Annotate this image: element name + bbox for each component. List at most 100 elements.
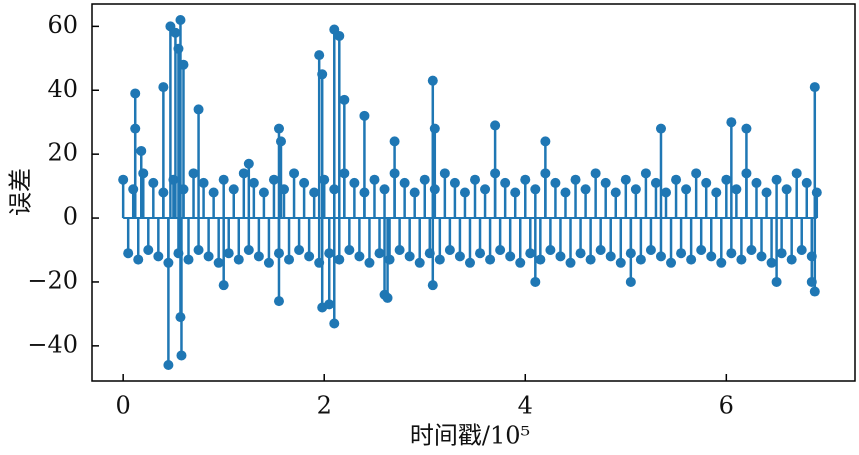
stem-marker: [520, 174, 531, 185]
stem-marker: [324, 299, 335, 310]
stem-marker: [170, 27, 181, 38]
stem-marker: [208, 187, 219, 198]
stem-marker: [130, 123, 141, 134]
stem-marker: [756, 251, 767, 262]
stem-marker: [427, 75, 438, 86]
stem-marker: [655, 251, 666, 262]
stem-marker: [334, 254, 345, 265]
stem-marker: [746, 245, 757, 256]
stem-marker: [464, 257, 475, 268]
stem-marker: [726, 117, 737, 128]
stem-marker: [354, 251, 365, 262]
stem-marker: [404, 251, 415, 262]
stem-marker: [809, 82, 820, 93]
stem-marker: [485, 254, 496, 265]
stem-marker: [258, 187, 269, 198]
stem-marker: [595, 245, 606, 256]
stem-marker: [213, 257, 224, 268]
stem-marker: [771, 174, 782, 185]
stem-marker: [459, 187, 470, 198]
stem-marker: [560, 187, 571, 198]
stem-marker: [183, 254, 194, 265]
stem-marker: [218, 280, 229, 291]
stem-marker: [175, 312, 186, 323]
stem-marker: [409, 187, 420, 198]
stem-marker: [515, 257, 526, 268]
stem-marker: [429, 123, 440, 134]
stem-marker: [382, 292, 393, 303]
stem-marker: [379, 184, 390, 195]
x-tick-label: 6: [719, 392, 734, 420]
stem-marker: [243, 245, 254, 256]
stem-marker: [399, 177, 410, 188]
stem-marker: [545, 245, 556, 256]
stem-marker: [143, 245, 154, 256]
stem-marker: [751, 177, 762, 188]
stem-marker: [158, 82, 169, 93]
stem-marker: [394, 245, 405, 256]
stem-marker: [565, 257, 576, 268]
stem-marker: [630, 184, 641, 195]
stem-marker: [339, 94, 350, 105]
stem-marker: [490, 120, 501, 131]
stem-marker: [645, 245, 656, 256]
stem-marker: [173, 43, 184, 54]
stem-marker: [475, 248, 486, 259]
stem-marker: [193, 104, 204, 115]
stem-marker: [761, 187, 772, 198]
stem-marker: [530, 276, 541, 287]
stem-marker: [148, 177, 159, 188]
stem-marker: [791, 168, 802, 179]
stem-marker: [138, 168, 149, 179]
stem-marker: [666, 257, 677, 268]
stem-marker: [661, 187, 672, 198]
stem-marker: [671, 174, 682, 185]
stem-marker: [243, 158, 254, 169]
stem-marker: [419, 174, 430, 185]
stem-marker: [304, 251, 315, 262]
stem-marker: [228, 184, 239, 195]
stem-marker: [389, 136, 400, 147]
stem-marker: [721, 174, 732, 185]
stem-marker: [796, 245, 807, 256]
stem-marker: [615, 257, 626, 268]
stem-marker: [273, 123, 284, 134]
stem-marker: [731, 184, 742, 195]
stem-marker: [555, 251, 566, 262]
y-axis-label: 误差: [7, 168, 35, 216]
stem-marker: [203, 251, 214, 262]
stem-marker: [686, 254, 697, 265]
stem-marker: [806, 276, 817, 287]
stem-marker: [238, 168, 249, 179]
stem-marker: [505, 251, 516, 262]
stem-marker: [480, 184, 491, 195]
stem-marker: [314, 50, 325, 61]
stem-marker: [801, 177, 812, 188]
stem-marker: [781, 184, 792, 195]
stem-marker: [218, 174, 229, 185]
stem-marker: [711, 187, 722, 198]
stem-marker: [540, 136, 551, 147]
stem-marker: [299, 177, 310, 188]
stem-marker: [500, 177, 511, 188]
stem-marker: [427, 280, 438, 291]
stem-marker: [359, 110, 370, 121]
stem-marker: [444, 245, 455, 256]
y-tick-label: 60: [47, 11, 78, 39]
stem-marker: [701, 177, 712, 188]
stem-marker: [319, 174, 330, 185]
stem-marker: [374, 248, 385, 259]
stem-marker: [676, 248, 687, 259]
stem-marker: [384, 254, 395, 265]
stem-marker: [344, 245, 355, 256]
stem-marker: [289, 168, 300, 179]
y-tick-label: 40: [47, 75, 78, 103]
stem-marker: [284, 254, 295, 265]
stem-marker: [726, 248, 737, 259]
x-tick-label: 4: [518, 392, 533, 420]
stem-marker: [188, 168, 199, 179]
stem-marker: [294, 245, 305, 256]
stem-marker: [369, 174, 380, 185]
stem-marker: [275, 136, 286, 147]
